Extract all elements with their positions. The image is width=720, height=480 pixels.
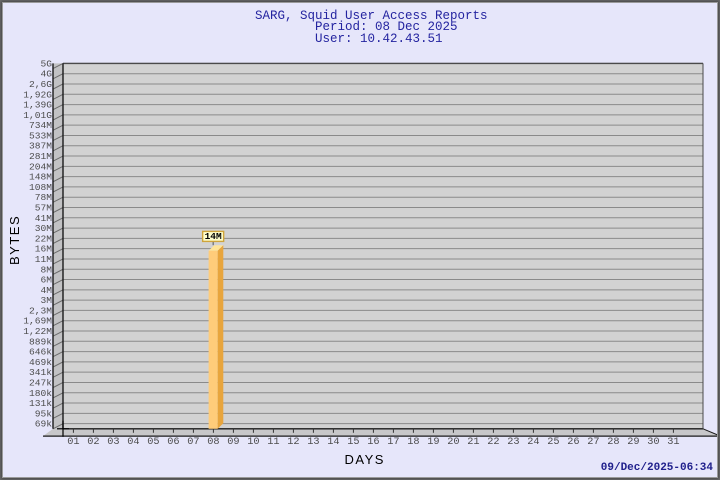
svg-text:14: 14 xyxy=(327,436,339,448)
svg-text:25: 25 xyxy=(547,436,559,448)
svg-text:13: 13 xyxy=(307,436,319,448)
svg-text:04: 04 xyxy=(127,436,139,448)
svg-text:01: 01 xyxy=(67,436,79,448)
svg-text:69k: 69k xyxy=(35,419,53,430)
svg-text:18: 18 xyxy=(407,436,419,448)
svg-text:29: 29 xyxy=(627,436,639,448)
svg-text:08: 08 xyxy=(207,436,219,448)
svg-text:27: 27 xyxy=(587,436,599,448)
svg-text:02: 02 xyxy=(87,436,99,448)
svg-text:07: 07 xyxy=(187,436,199,448)
svg-text:26: 26 xyxy=(567,436,579,448)
svg-text:11: 11 xyxy=(267,436,279,448)
svg-text:30: 30 xyxy=(647,436,659,448)
svg-text:12: 12 xyxy=(287,436,299,448)
svg-text:31: 31 xyxy=(667,436,679,448)
svg-text:20: 20 xyxy=(447,436,459,448)
svg-text:15: 15 xyxy=(347,436,359,448)
svg-text:03: 03 xyxy=(107,436,119,448)
svg-text:09: 09 xyxy=(227,436,239,448)
svg-text:24: 24 xyxy=(527,436,539,448)
svg-text:22: 22 xyxy=(487,436,499,448)
svg-text:06: 06 xyxy=(167,436,179,448)
svg-text:16: 16 xyxy=(367,436,379,448)
svg-text:21: 21 xyxy=(467,436,479,448)
svg-text:28: 28 xyxy=(607,436,619,448)
svg-text:10: 10 xyxy=(247,436,259,448)
svg-text:23: 23 xyxy=(507,436,519,448)
svg-text:05: 05 xyxy=(147,436,159,448)
svg-text:14M: 14M xyxy=(205,231,222,242)
svg-text:17: 17 xyxy=(387,436,399,448)
svg-text:19: 19 xyxy=(427,436,439,448)
